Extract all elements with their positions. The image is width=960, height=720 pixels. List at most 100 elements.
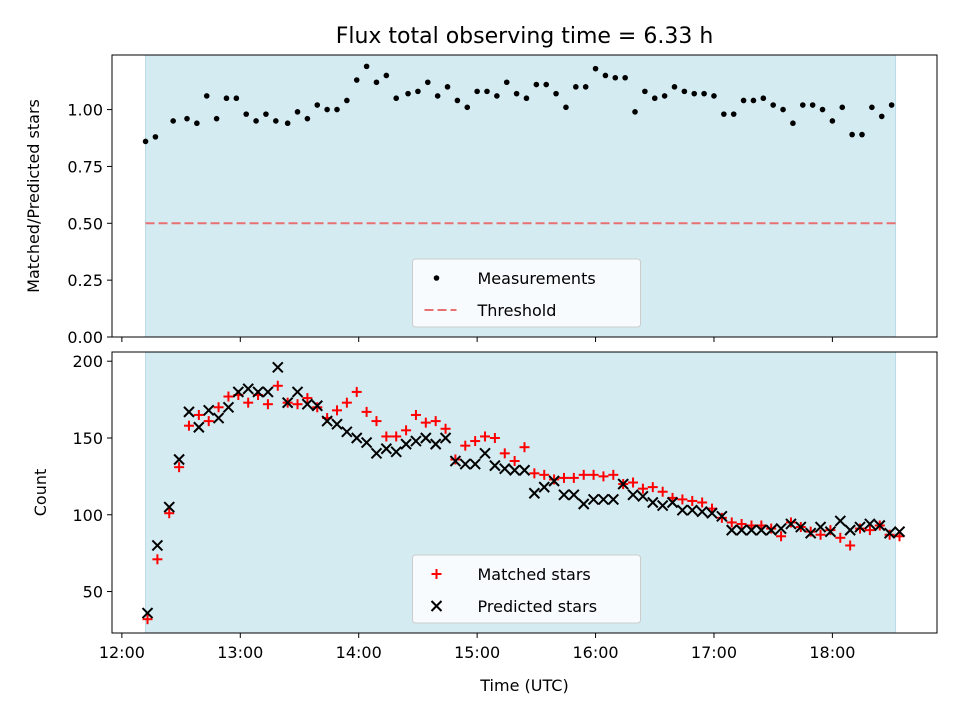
top-x-axis-ticks bbox=[121, 337, 833, 342]
matched-star-point bbox=[341, 397, 352, 408]
x-tick-label: 12:00 bbox=[99, 643, 145, 662]
y-tick-label: 100 bbox=[72, 506, 103, 525]
cross-b bbox=[587, 493, 600, 506]
predicted-star-point bbox=[696, 505, 708, 518]
cross-b bbox=[814, 521, 827, 533]
measurement-point bbox=[819, 106, 826, 113]
matched-star-point bbox=[480, 431, 491, 442]
cross-b bbox=[242, 383, 254, 395]
predicted-star-point bbox=[193, 421, 205, 433]
bottom-legend: Matched stars Predicted stars bbox=[412, 554, 641, 624]
matched-star-point bbox=[736, 518, 747, 529]
cross-b bbox=[597, 493, 610, 506]
predicted-star-point bbox=[854, 521, 866, 533]
matched-stars-points bbox=[142, 380, 905, 625]
predicted-star-point bbox=[637, 490, 649, 503]
matched-star-point bbox=[864, 525, 875, 536]
predicted-star-point bbox=[262, 386, 274, 398]
cross-b bbox=[508, 464, 521, 476]
predicted-star-point bbox=[883, 527, 896, 539]
measurement-point bbox=[233, 95, 240, 102]
cross-b bbox=[706, 507, 718, 519]
matched-star-point bbox=[410, 409, 421, 420]
measurement-point bbox=[770, 102, 776, 108]
predicted-star-point bbox=[449, 455, 462, 467]
chart-title: Flux total observing time = 6.33 h bbox=[336, 24, 714, 49]
cross-b bbox=[627, 489, 639, 501]
measurement-point bbox=[691, 90, 698, 97]
measurement-point bbox=[523, 95, 530, 102]
matched-star-point bbox=[825, 525, 836, 536]
cross-b bbox=[311, 400, 323, 412]
matched-star-point bbox=[450, 454, 461, 465]
predicted-star-point bbox=[558, 489, 570, 501]
measurement-point bbox=[730, 111, 737, 117]
y-tick-label: 150 bbox=[72, 429, 103, 448]
matched-star-point bbox=[726, 517, 737, 528]
cross-b bbox=[281, 396, 294, 409]
measurement-point bbox=[760, 95, 767, 102]
predicted-star-point bbox=[390, 446, 402, 458]
measurement-point bbox=[273, 118, 279, 124]
matched-star-point bbox=[152, 554, 163, 565]
cross-b bbox=[410, 435, 422, 447]
top-y-axis-label: Matched/Predicted stars bbox=[24, 99, 43, 293]
measurement-point bbox=[503, 79, 510, 86]
cross-b bbox=[420, 432, 432, 444]
predicted-star-point bbox=[834, 515, 846, 527]
predicted-star-point bbox=[617, 478, 629, 490]
measurement-point bbox=[750, 97, 757, 104]
matched-star-point bbox=[164, 508, 175, 519]
predicted-star-point bbox=[508, 464, 521, 476]
matched-star-point bbox=[203, 416, 214, 427]
legend-label: Matched stars bbox=[478, 565, 591, 584]
cross-b bbox=[755, 524, 768, 536]
cross-b bbox=[430, 600, 443, 612]
measurement-point bbox=[253, 118, 259, 124]
measurement-point bbox=[304, 115, 311, 122]
predicted-star-point bbox=[538, 481, 550, 493]
bottom-x-axis-ticks: 12:00 13:00 14:00 15:00 16:00 17:00 18:00 bbox=[99, 633, 855, 662]
y-tick-label: 200 bbox=[72, 352, 103, 371]
predicted-star-point bbox=[291, 386, 304, 398]
x-tick-label: 13:00 bbox=[217, 643, 263, 662]
measurement-point bbox=[383, 72, 390, 79]
measurement-point bbox=[494, 93, 500, 99]
measurement-point bbox=[284, 120, 291, 127]
measurement-point bbox=[353, 77, 360, 83]
matched-star-point bbox=[677, 494, 688, 505]
cross-b bbox=[341, 426, 353, 438]
matched-star-point bbox=[142, 614, 153, 625]
cross-b bbox=[775, 522, 787, 535]
predicted-star-point bbox=[864, 518, 876, 530]
cross-b bbox=[291, 386, 304, 398]
predicted-star-point bbox=[479, 447, 491, 460]
measurement-point bbox=[484, 88, 490, 95]
cross-b bbox=[151, 539, 164, 552]
predicted-star-point bbox=[775, 522, 787, 535]
measurement-point bbox=[184, 115, 190, 122]
predicted-star-point bbox=[173, 453, 185, 466]
measurement-point bbox=[142, 138, 149, 145]
matched-star-point bbox=[549, 474, 560, 485]
predicted-star-point bbox=[151, 539, 164, 552]
cross-b bbox=[193, 421, 205, 433]
predicted-star-point bbox=[311, 400, 323, 412]
cross-b bbox=[864, 518, 876, 530]
legend-marker-matched bbox=[431, 569, 442, 579]
measurement-point bbox=[582, 84, 589, 90]
measurement-point bbox=[415, 88, 421, 95]
predicted-star-point bbox=[676, 504, 689, 516]
cross-b bbox=[449, 455, 462, 467]
matched-star-point bbox=[588, 469, 599, 480]
matched-star-point bbox=[302, 393, 313, 404]
matched-star-point bbox=[430, 416, 441, 427]
measurement-point bbox=[859, 131, 865, 138]
matched-star-point bbox=[598, 471, 609, 482]
x-tick-label: 14:00 bbox=[336, 643, 382, 662]
predicted-star-point bbox=[666, 496, 679, 509]
cross-b bbox=[647, 496, 659, 509]
predicted-star-point bbox=[785, 518, 797, 530]
y-tick-label: 0.00 bbox=[67, 328, 103, 347]
measurement-point bbox=[213, 115, 220, 122]
